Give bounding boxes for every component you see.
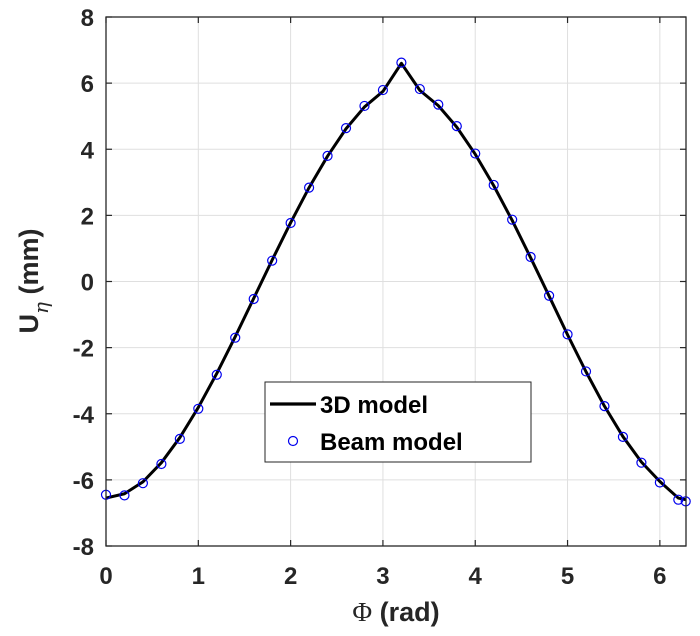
beam-model-point <box>543 290 555 301</box>
beam-model-point <box>211 369 222 380</box>
y-tick-label: 4 <box>81 137 95 164</box>
x-tick-label: 0 <box>99 563 112 590</box>
beam-model-point <box>322 150 333 161</box>
legend-label-beam-model: Beam model <box>320 429 463 456</box>
beam-model-point <box>137 478 149 489</box>
beam-model-point <box>396 57 407 68</box>
beam-model-point <box>507 214 518 225</box>
y-axis-label-sub: η <box>29 302 53 314</box>
x-tick-label: 2 <box>284 563 297 590</box>
legend: 3D model Beam model <box>264 381 532 463</box>
y-tick-label: 2 <box>81 203 94 230</box>
beam-model-point <box>303 182 315 193</box>
y-tick-label: -6 <box>73 468 94 495</box>
beam-model-point <box>470 148 481 159</box>
y-tick-label: 0 <box>81 270 94 297</box>
beam-model-point <box>119 490 130 501</box>
beam-model-point <box>285 217 296 229</box>
x-tick-label: 6 <box>653 563 666 590</box>
beam-model-point <box>636 457 647 468</box>
y-tick-label: 6 <box>81 71 94 98</box>
beam-model-point <box>654 477 665 488</box>
beam-model-point <box>359 100 370 112</box>
beam-model-point <box>340 122 352 134</box>
beam-model-point <box>267 255 278 266</box>
legend-label-3d-model: 3D model <box>320 392 428 419</box>
beam-model-point <box>617 431 629 442</box>
beam-model-point <box>451 121 462 132</box>
beam-model-point <box>488 179 499 191</box>
x-tick-label: 3 <box>376 563 389 590</box>
beam-model-point <box>414 83 425 95</box>
y-tick-label: 8 <box>81 5 94 32</box>
x-tick-label: 4 <box>469 563 483 590</box>
beam-model-point <box>562 329 573 340</box>
beam-model-point <box>230 332 241 343</box>
legend-marker-swatch <box>287 435 299 447</box>
x-axis-label-symbol: Φ <box>352 597 372 627</box>
beam-model-point <box>599 401 610 412</box>
y-axis-label-main: U <box>14 314 44 334</box>
tick-labels: 0 1 2 3 4 5 6 8 6 4 2 0 -2 -4 -6 -8 <box>73 5 667 590</box>
beam-model-point <box>248 293 259 305</box>
beam-model-point <box>377 84 389 96</box>
y-axis-label-unit: (mm) <box>14 229 44 303</box>
y-tick-label: -2 <box>73 336 94 363</box>
x-tick-label: 5 <box>561 563 574 590</box>
beam-model-point <box>174 433 185 444</box>
beam-model-point <box>580 366 592 377</box>
x-axis-label: Φ (rad) <box>352 597 439 627</box>
beam-model-point <box>433 99 444 110</box>
x-axis-label-text: (rad) <box>372 597 440 627</box>
x-tick-label: 1 <box>192 563 205 590</box>
plot-frame <box>105 16 687 547</box>
beam-model-point <box>193 403 204 414</box>
beam-model-point <box>673 494 684 505</box>
series-line-3d-model <box>105 61 687 502</box>
y-tick-label: -4 <box>73 402 95 429</box>
beam-model-point <box>525 251 536 263</box>
legend-box <box>264 381 532 463</box>
y-axis-label: Uη (mm) <box>14 229 53 334</box>
y-tick-label: -8 <box>73 534 94 561</box>
series-layer <box>100 57 691 507</box>
beam-model-point <box>156 458 167 470</box>
